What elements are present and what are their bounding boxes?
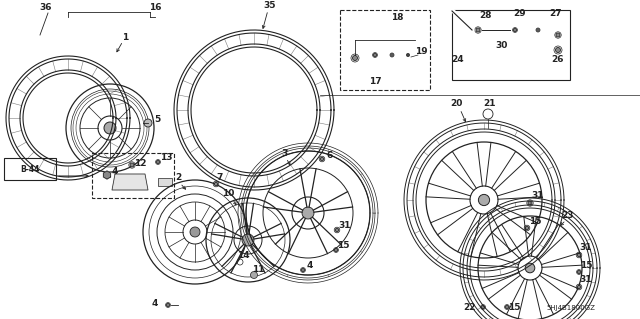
Ellipse shape <box>391 54 393 56</box>
Ellipse shape <box>157 160 159 164</box>
Ellipse shape <box>556 33 560 37</box>
Ellipse shape <box>301 269 305 271</box>
Ellipse shape <box>577 253 580 257</box>
Text: 21: 21 <box>484 100 496 108</box>
Text: 30: 30 <box>496 41 508 50</box>
Text: 15: 15 <box>508 302 520 311</box>
Ellipse shape <box>353 56 358 61</box>
Text: 31: 31 <box>339 220 351 229</box>
Ellipse shape <box>104 122 116 134</box>
Ellipse shape <box>525 263 535 273</box>
Ellipse shape <box>476 28 480 32</box>
Ellipse shape <box>577 271 580 273</box>
Ellipse shape <box>528 201 532 205</box>
Ellipse shape <box>214 182 218 186</box>
Ellipse shape <box>302 207 314 219</box>
Text: 26: 26 <box>552 56 564 64</box>
FancyBboxPatch shape <box>4 158 56 180</box>
Text: 31: 31 <box>532 191 544 201</box>
Text: 15: 15 <box>529 218 541 226</box>
Text: 23: 23 <box>562 211 574 219</box>
Text: 13: 13 <box>160 153 172 162</box>
Ellipse shape <box>556 48 561 53</box>
Ellipse shape <box>525 226 529 230</box>
Text: 7: 7 <box>217 174 223 182</box>
Ellipse shape <box>577 285 580 289</box>
Text: 11: 11 <box>252 265 264 275</box>
Ellipse shape <box>407 54 409 56</box>
Text: 31: 31 <box>580 243 592 253</box>
Ellipse shape <box>144 119 152 127</box>
Ellipse shape <box>479 194 490 206</box>
Text: 31: 31 <box>580 276 592 285</box>
Text: 24: 24 <box>452 56 464 64</box>
Text: 6: 6 <box>327 151 333 160</box>
Text: 3: 3 <box>281 149 287 158</box>
Text: 4: 4 <box>112 167 118 175</box>
Text: 5HJ4B1800GZ: 5HJ4B1800GZ <box>546 305 595 311</box>
Text: 18: 18 <box>391 13 403 23</box>
Ellipse shape <box>166 303 170 307</box>
Ellipse shape <box>374 54 376 56</box>
Text: 36: 36 <box>40 4 52 12</box>
Ellipse shape <box>190 227 200 237</box>
Text: 22: 22 <box>464 302 476 311</box>
Ellipse shape <box>506 306 509 308</box>
Text: 17: 17 <box>369 78 381 86</box>
Text: 28: 28 <box>479 11 492 20</box>
Ellipse shape <box>513 28 516 32</box>
Polygon shape <box>112 174 148 190</box>
Text: 20: 20 <box>450 100 462 108</box>
Text: 35: 35 <box>264 1 276 10</box>
Text: 16: 16 <box>148 4 161 12</box>
Ellipse shape <box>537 29 540 31</box>
Text: 15: 15 <box>580 261 592 270</box>
Text: 4: 4 <box>152 299 158 308</box>
Text: 27: 27 <box>550 9 563 18</box>
Text: 4: 4 <box>307 261 313 270</box>
Text: 12: 12 <box>134 159 147 167</box>
Ellipse shape <box>242 234 254 246</box>
Polygon shape <box>104 171 111 179</box>
Text: 2: 2 <box>175 174 181 182</box>
Text: 19: 19 <box>415 48 428 56</box>
Ellipse shape <box>130 163 134 167</box>
Ellipse shape <box>320 157 324 161</box>
Ellipse shape <box>335 249 337 251</box>
Text: 29: 29 <box>514 10 526 19</box>
Ellipse shape <box>250 271 257 278</box>
Text: 14: 14 <box>237 250 250 259</box>
Ellipse shape <box>335 228 339 232</box>
Text: 5: 5 <box>154 115 160 124</box>
Text: 1: 1 <box>122 33 128 41</box>
Text: 10: 10 <box>222 189 234 197</box>
Text: 15: 15 <box>337 241 349 249</box>
FancyBboxPatch shape <box>158 178 172 186</box>
Text: B-44: B-44 <box>20 165 40 174</box>
Ellipse shape <box>481 306 484 308</box>
